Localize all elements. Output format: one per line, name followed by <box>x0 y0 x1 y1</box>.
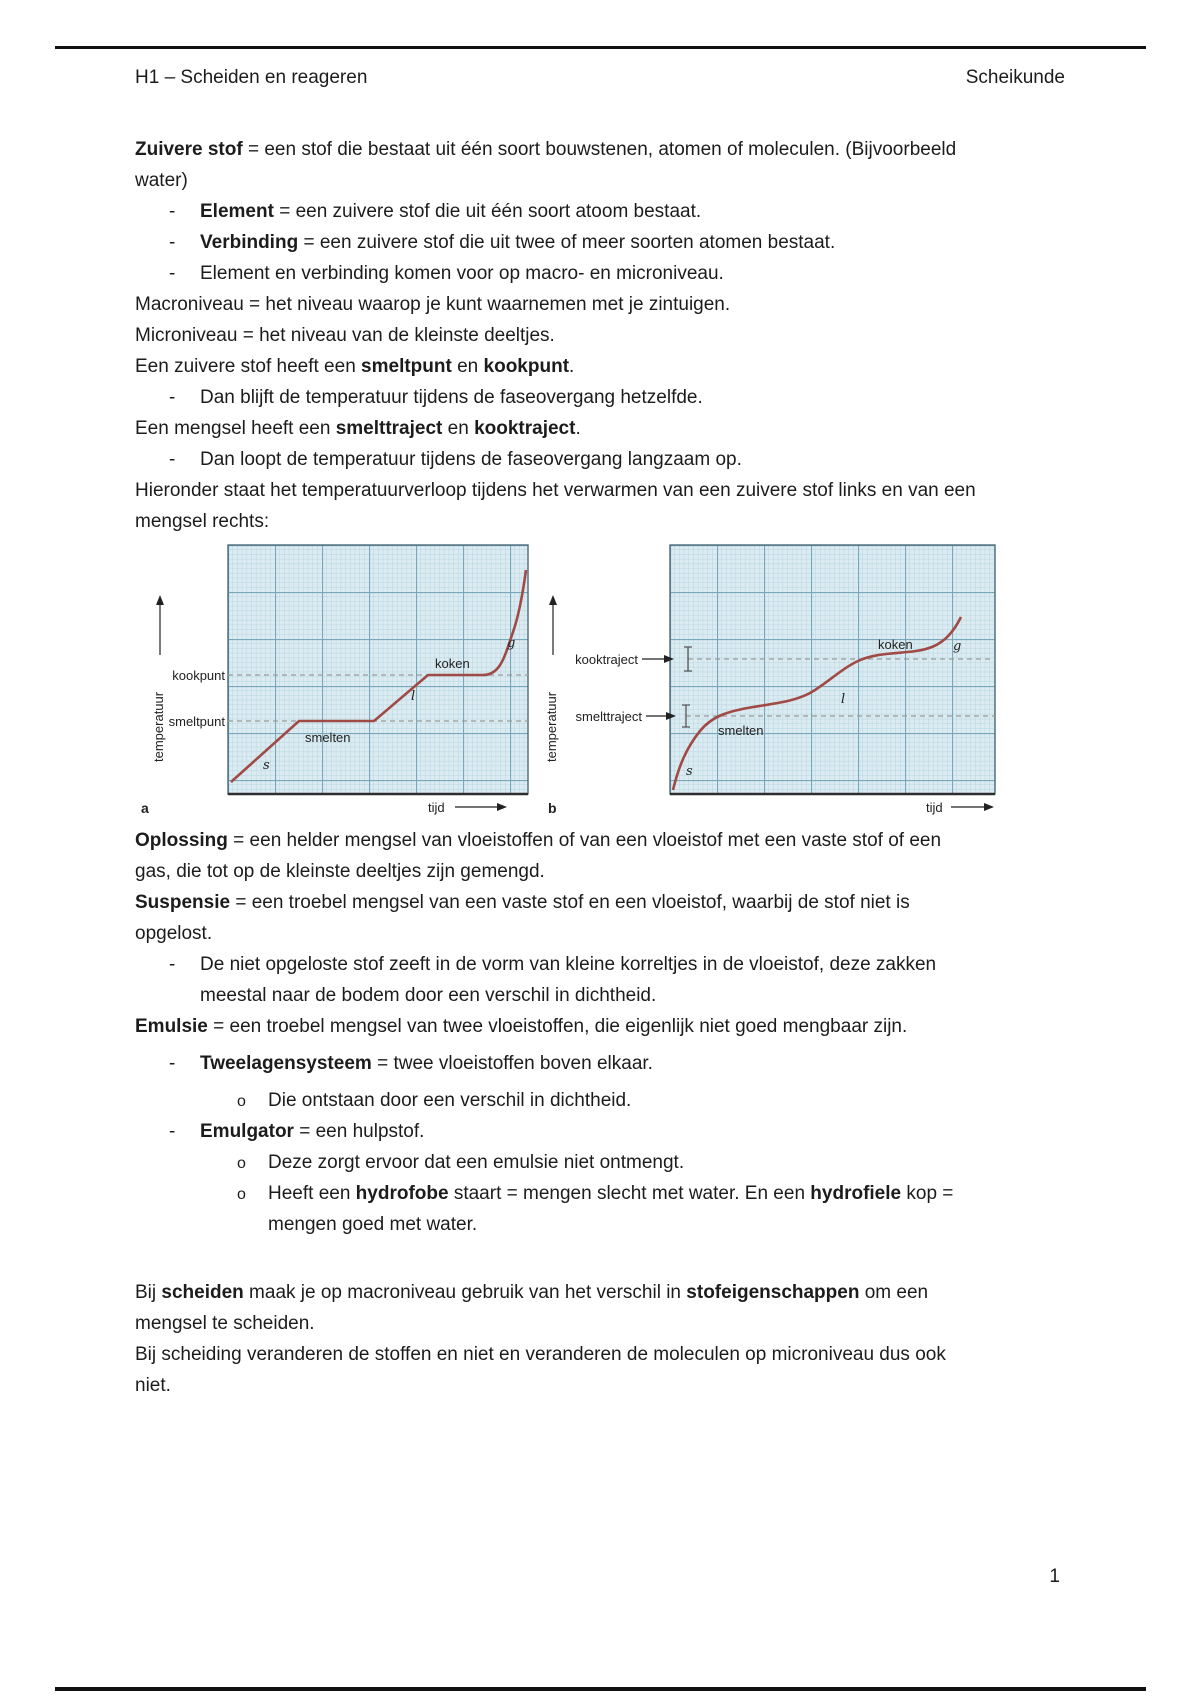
kooktraject-arrow <box>664 655 674 663</box>
page-header: H1 – Scheiden en reageren Scheikunde <box>135 66 1065 90</box>
bottom-rule <box>55 1687 1146 1691</box>
dash-bullet: - <box>169 449 176 470</box>
sub-list-item: o Heeft een hydrofobe staart = mengen sle… <box>135 1178 980 1240</box>
paragraph-smelttraject: Een mengsel heeft een smelttraject en ko… <box>135 418 581 439</box>
dash-bullet: - <box>169 1053 176 1074</box>
heating-curve-b <box>671 616 963 791</box>
smeltpunt-label: smeltpunt <box>169 714 226 729</box>
paragraph-scheiding: Bij scheiding veranderen de stoffen en n… <box>135 1344 946 1396</box>
kookpunt-label: kookpunt <box>172 668 225 683</box>
graph-a: temperatuur kookpunt smeltpunt s smelten… <box>141 544 529 816</box>
header-subject: Scheikunde <box>965 67 1065 88</box>
plot-area-b <box>670 545 995 794</box>
segment-l-label: l <box>841 692 845 707</box>
segment-smelten-label: smelten <box>305 730 351 745</box>
circle-bullet: o <box>237 1093 246 1110</box>
x-axis-label-b: tijd <box>926 800 943 815</box>
list-item: - Verbinding = een zuivere stof die uit t… <box>135 227 980 258</box>
header-title: H1 – Scheiden en reageren <box>135 67 368 88</box>
circle-bullet: o <box>237 1186 246 1203</box>
segment-koken-label: koken <box>435 656 470 671</box>
top-rule <box>55 46 1146 49</box>
paragraph-smeltpunt: Een zuivere stof heeft een smeltpunt en … <box>135 356 575 377</box>
graph-b: temperatuur kooktraject smelttraject s s… <box>544 544 996 816</box>
y-axis-label-b: temperatuur <box>544 691 559 762</box>
heating-curve-a <box>230 569 528 783</box>
list-item: - Emulgator = een hulpstof. <box>135 1116 980 1147</box>
list-item: - Element en verbinding komen voor op mac… <box>135 258 980 289</box>
dash-bullet: - <box>169 263 176 284</box>
paragraph-scheiden: Bij scheiden maak je op macroniveau gebr… <box>135 1282 929 1334</box>
paragraph-zuivere-stof: Zuivere stof = een stof die bestaat uit … <box>135 139 957 191</box>
x-axis-label-a: tijd <box>428 800 445 815</box>
document-body: Zuivere stof = een stof die bestaat uit … <box>135 134 996 1401</box>
figure-letter-a: a <box>141 800 149 816</box>
list-item: - Element = een zuivere stof die uit één … <box>135 196 980 227</box>
segment-koken-label: koken <box>878 637 913 652</box>
circle-bullet: o <box>237 1155 246 1172</box>
dash-bullet: - <box>169 954 176 975</box>
list-item: - Tweelagensysteem = twee vloeistoffen bo… <box>135 1048 980 1079</box>
y-axis-label-a: temperatuur <box>151 691 166 762</box>
page-number: 1 <box>1049 1566 1060 1587</box>
paragraph-oplossing: Oplossing = een helder mengsel van vloei… <box>135 830 942 882</box>
kooktraject-label: kooktraject <box>575 652 638 667</box>
dash-bullet: - <box>169 1121 176 1142</box>
sub-list-item: o Deze zorgt ervoor dat een emulsie niet … <box>135 1147 980 1178</box>
paragraph-intro-figuur: Hieronder staat het temperatuurverloop t… <box>135 480 976 532</box>
paragraph-emulsie: Emulsie = een troebel mengsel van twee v… <box>135 1016 908 1037</box>
dash-bullet: - <box>169 201 176 222</box>
segment-s-label: s <box>263 758 270 773</box>
segment-g-label: g <box>507 636 515 651</box>
temperature-graphs-figure: temperatuur kookpunt smeltpunt s smelten… <box>135 537 996 825</box>
dash-bullet: - <box>169 387 176 408</box>
list-item: - Dan blijft de temperatuur tijdens de fa… <box>135 382 980 413</box>
segment-smelten-label: smelten <box>718 723 764 738</box>
smelttraject-range-bar <box>682 704 690 728</box>
paragraph-microniveau: Microniveau = het niveau van de kleinste… <box>135 325 555 346</box>
kooktraject-range-bar <box>684 646 692 672</box>
segment-l-label: l <box>411 689 415 704</box>
plot-area-a <box>228 545 528 794</box>
sub-list-item: o Die ontstaan door een verschil in dicht… <box>135 1085 980 1116</box>
paragraph-macroniveau: Macroniveau = het niveau waarop je kunt … <box>135 294 731 315</box>
segment-s-label: s <box>686 764 693 779</box>
segment-g-label: g <box>953 639 961 654</box>
list-item: - Dan loopt de temperatuur tijdens de fas… <box>135 444 980 475</box>
paragraph-suspensie: Suspensie = een troebel mengsel van een … <box>135 892 910 944</box>
list-item: - De niet opgeloste stof zeeft in de vorm… <box>135 949 980 1011</box>
dash-bullet: - <box>169 232 176 253</box>
smelttraject-arrow <box>666 712 676 720</box>
smelttraject-label: smelttraject <box>576 709 643 724</box>
figure-letter-b: b <box>548 800 557 816</box>
